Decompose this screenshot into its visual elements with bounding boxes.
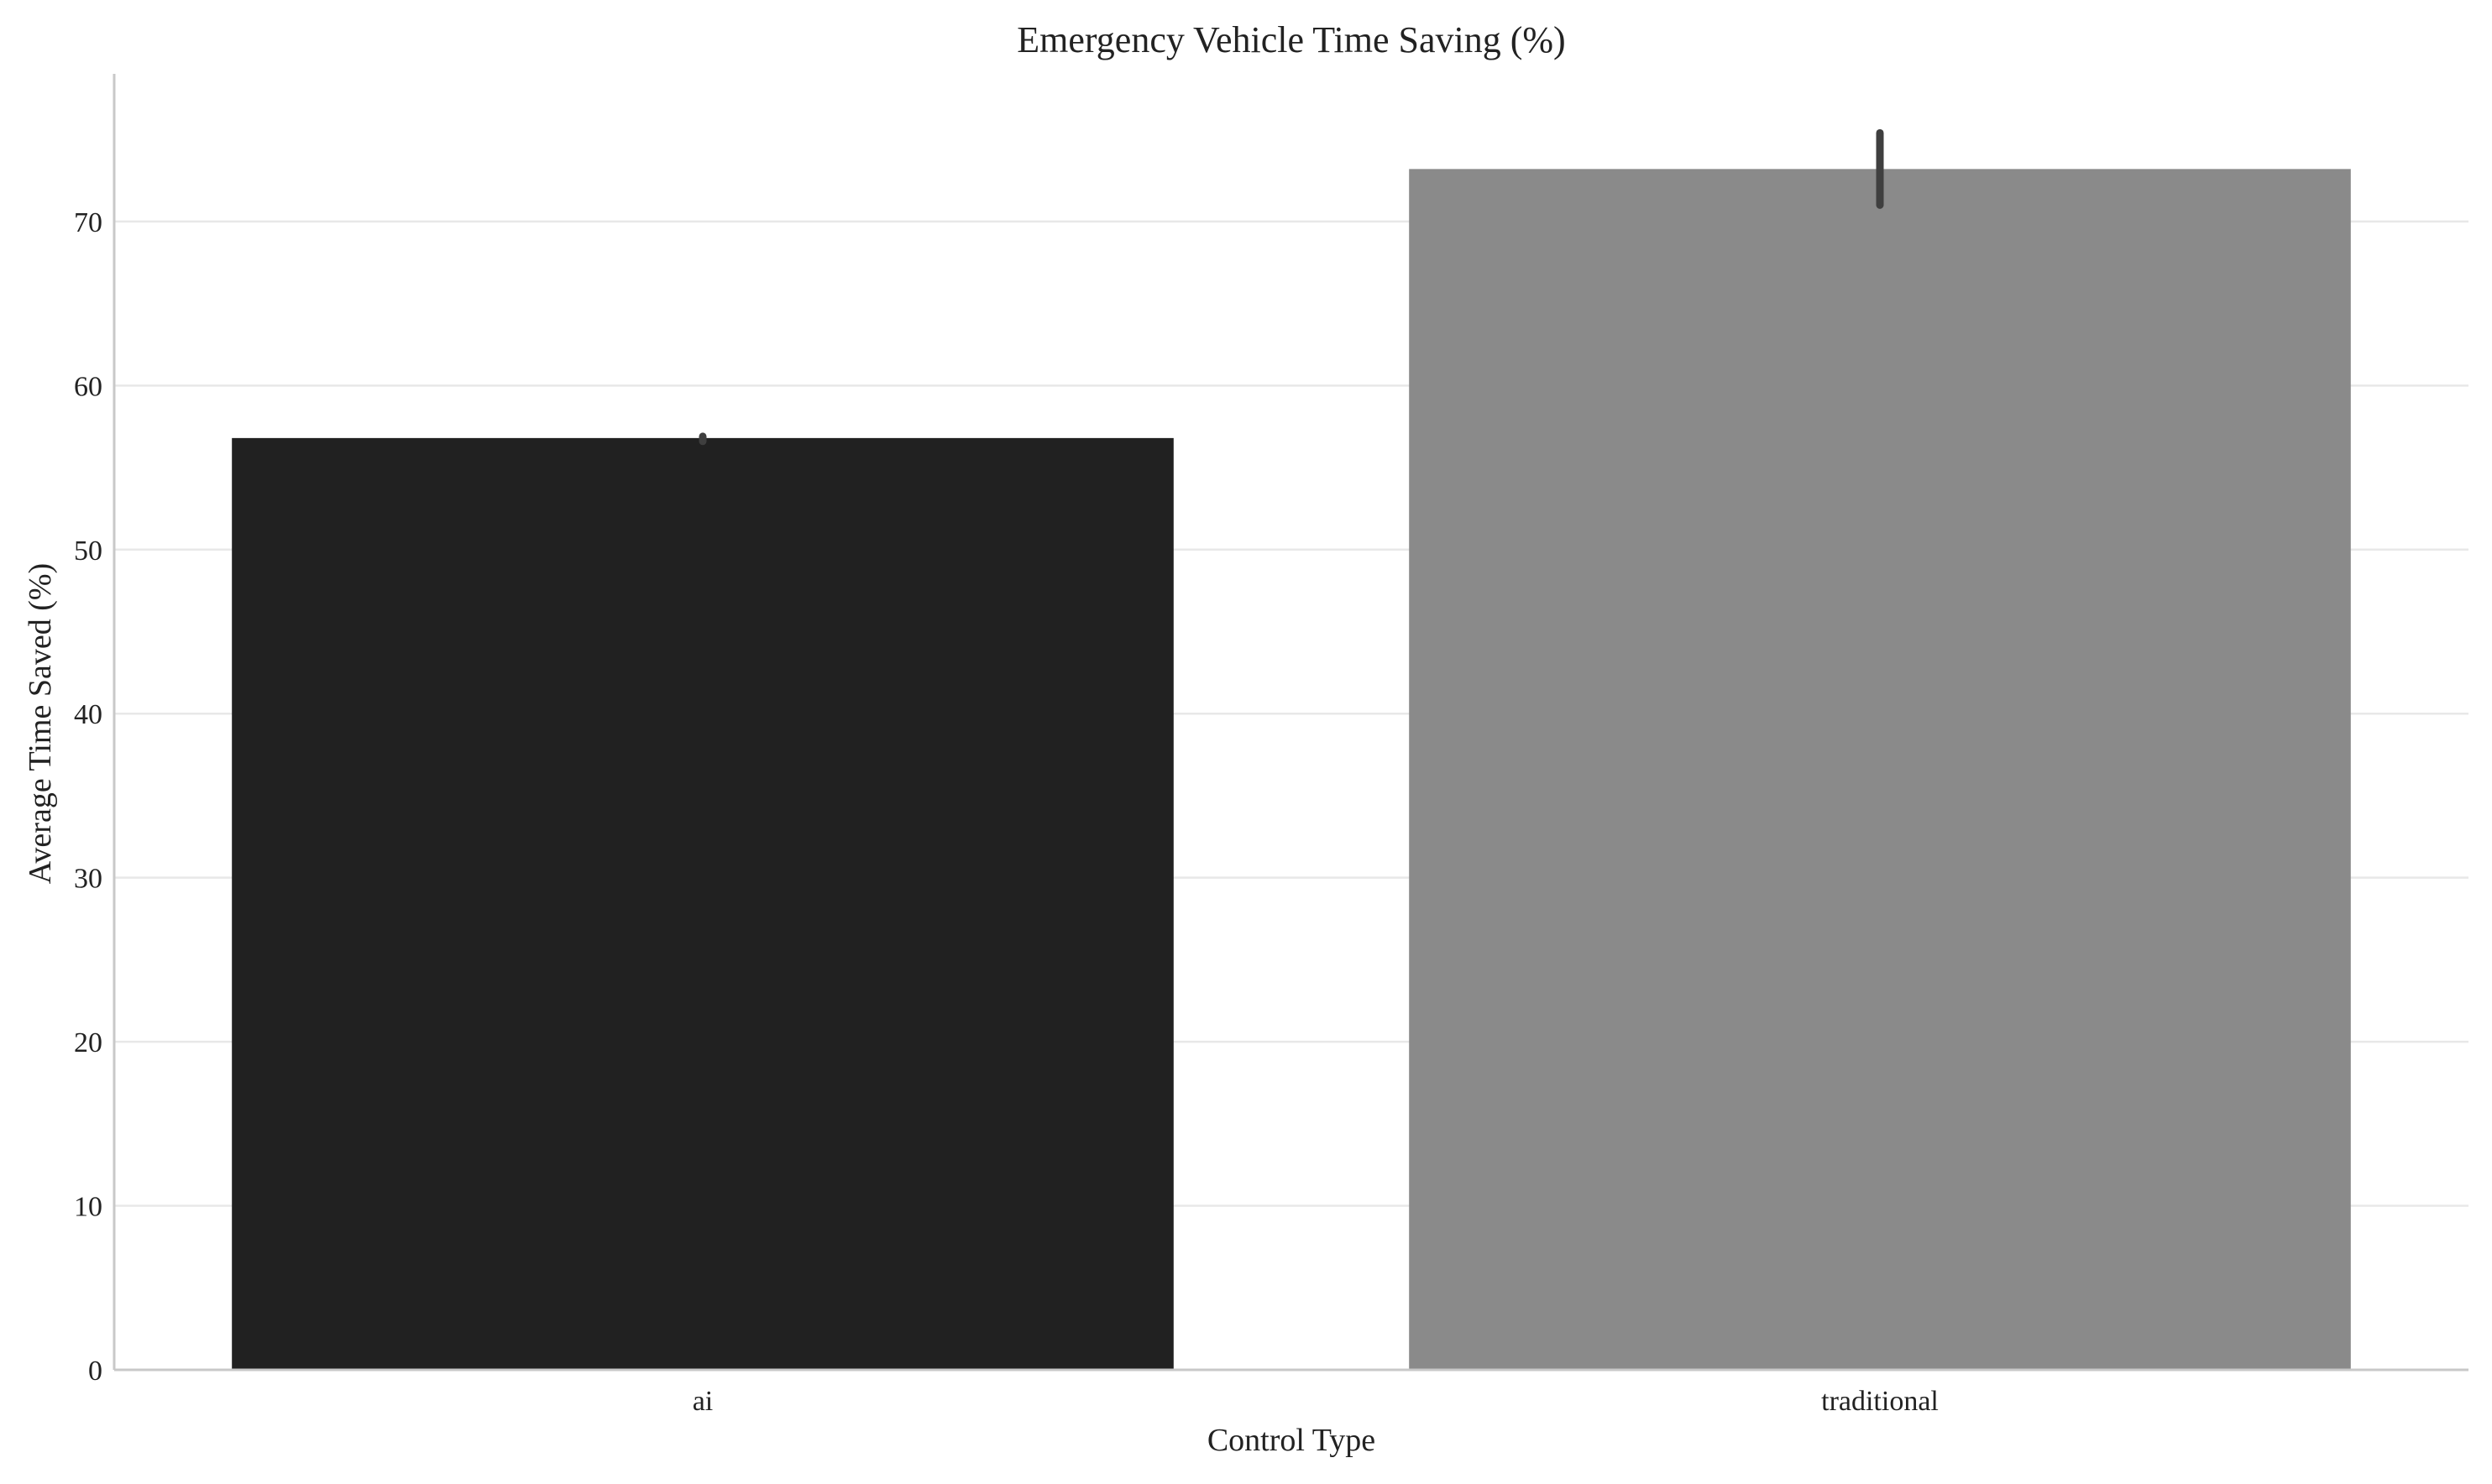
- bars: [232, 169, 2351, 1371]
- y-axis-title: Average Time Saved (%): [23, 563, 58, 884]
- chart-title: Emergency Vehicle Time Saving (%): [1017, 19, 1565, 60]
- bar-ai: [232, 437, 1174, 1370]
- x-tick-label: ai: [693, 1386, 714, 1417]
- x-axis-title: Control Type: [1207, 1423, 1375, 1458]
- y-tick-label: 10: [74, 1192, 102, 1223]
- error-bars: [699, 128, 1884, 446]
- y-tick-labels: 0 10 20 30 40 50 60 70: [74, 207, 102, 1387]
- y-tick-label: 20: [74, 1027, 102, 1058]
- y-tick-label: 40: [74, 699, 102, 730]
- y-tick-label: 70: [74, 207, 102, 238]
- x-tick-label: traditional: [1821, 1386, 1939, 1417]
- y-tick-label: 50: [74, 536, 102, 567]
- x-tick-labels: ai traditional: [693, 1386, 1939, 1417]
- y-tick-label: 30: [74, 864, 102, 895]
- y-tick-label: 60: [74, 371, 102, 402]
- y-tick-label: 0: [88, 1356, 102, 1387]
- bar-traditional: [1409, 169, 2351, 1371]
